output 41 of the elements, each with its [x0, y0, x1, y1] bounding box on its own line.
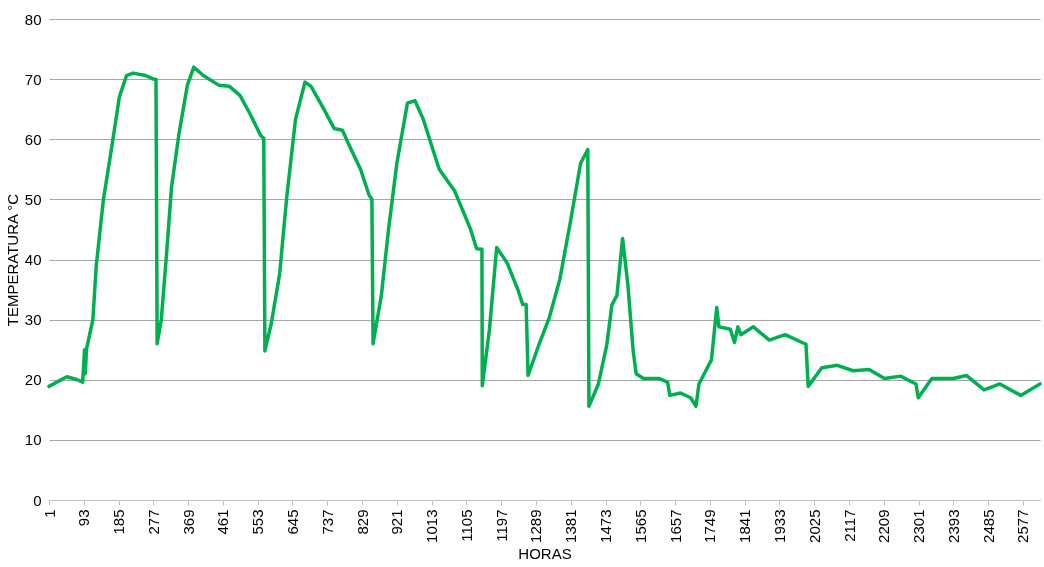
- x-tick-label: 369: [179, 509, 197, 535]
- x-tick-label: 2393: [944, 509, 962, 543]
- x-tick-label: 1289: [527, 509, 545, 543]
- y-tick-label: 0: [33, 491, 42, 509]
- x-tick-label: 1473: [597, 509, 615, 543]
- x-tick-label: 1841: [736, 509, 754, 543]
- x-tick-label: 2025: [805, 509, 823, 543]
- x-tick-label: 1933: [770, 509, 788, 543]
- x-tick-label: 1749: [701, 509, 719, 543]
- x-tick-label: 1565: [631, 509, 649, 543]
- x-tick-label: 185: [110, 509, 128, 535]
- y-tick-label: 60: [24, 130, 42, 148]
- x-tick-label: 553: [249, 509, 267, 535]
- x-tick-label: 921: [388, 509, 406, 535]
- y-tick-label: 50: [24, 190, 42, 208]
- x-axis-title: HORAS: [518, 544, 572, 562]
- x-tick-label: 2577: [1014, 509, 1032, 543]
- y-tick-label: 80: [24, 10, 42, 28]
- y-tick-label: 10: [24, 431, 42, 449]
- x-tick-label: 645: [284, 509, 301, 535]
- y-tick-label: 20: [24, 371, 42, 389]
- x-tick-label: 2485: [979, 509, 997, 543]
- y-tick-label: 40: [24, 251, 42, 268]
- x-tick-label: 1013: [423, 509, 441, 543]
- y-tick-label: 30: [24, 311, 42, 329]
- x-tick-label: 737: [318, 509, 336, 535]
- x-tick-label: 461: [214, 509, 232, 535]
- x-tick-label: 277: [144, 509, 162, 535]
- y-axis-title: TEMPERATURA °C: [3, 193, 21, 327]
- x-tick-label: 2209: [875, 509, 893, 543]
- x-tick-label: 1657: [666, 509, 684, 543]
- x-tick-label: 829: [353, 509, 371, 535]
- x-tick-label: 1: [40, 509, 58, 518]
- x-tick-label: 1105: [457, 509, 475, 542]
- x-tick-label: 93: [75, 509, 93, 527]
- x-tick-label: 2301: [910, 509, 928, 543]
- line-series: [47, 65, 1042, 408]
- x-tick-label: 2117: [840, 509, 858, 542]
- x-tick-label: 1197: [492, 509, 510, 542]
- y-tick-label: 70: [24, 70, 42, 88]
- x-tick-label: 1381: [562, 509, 580, 543]
